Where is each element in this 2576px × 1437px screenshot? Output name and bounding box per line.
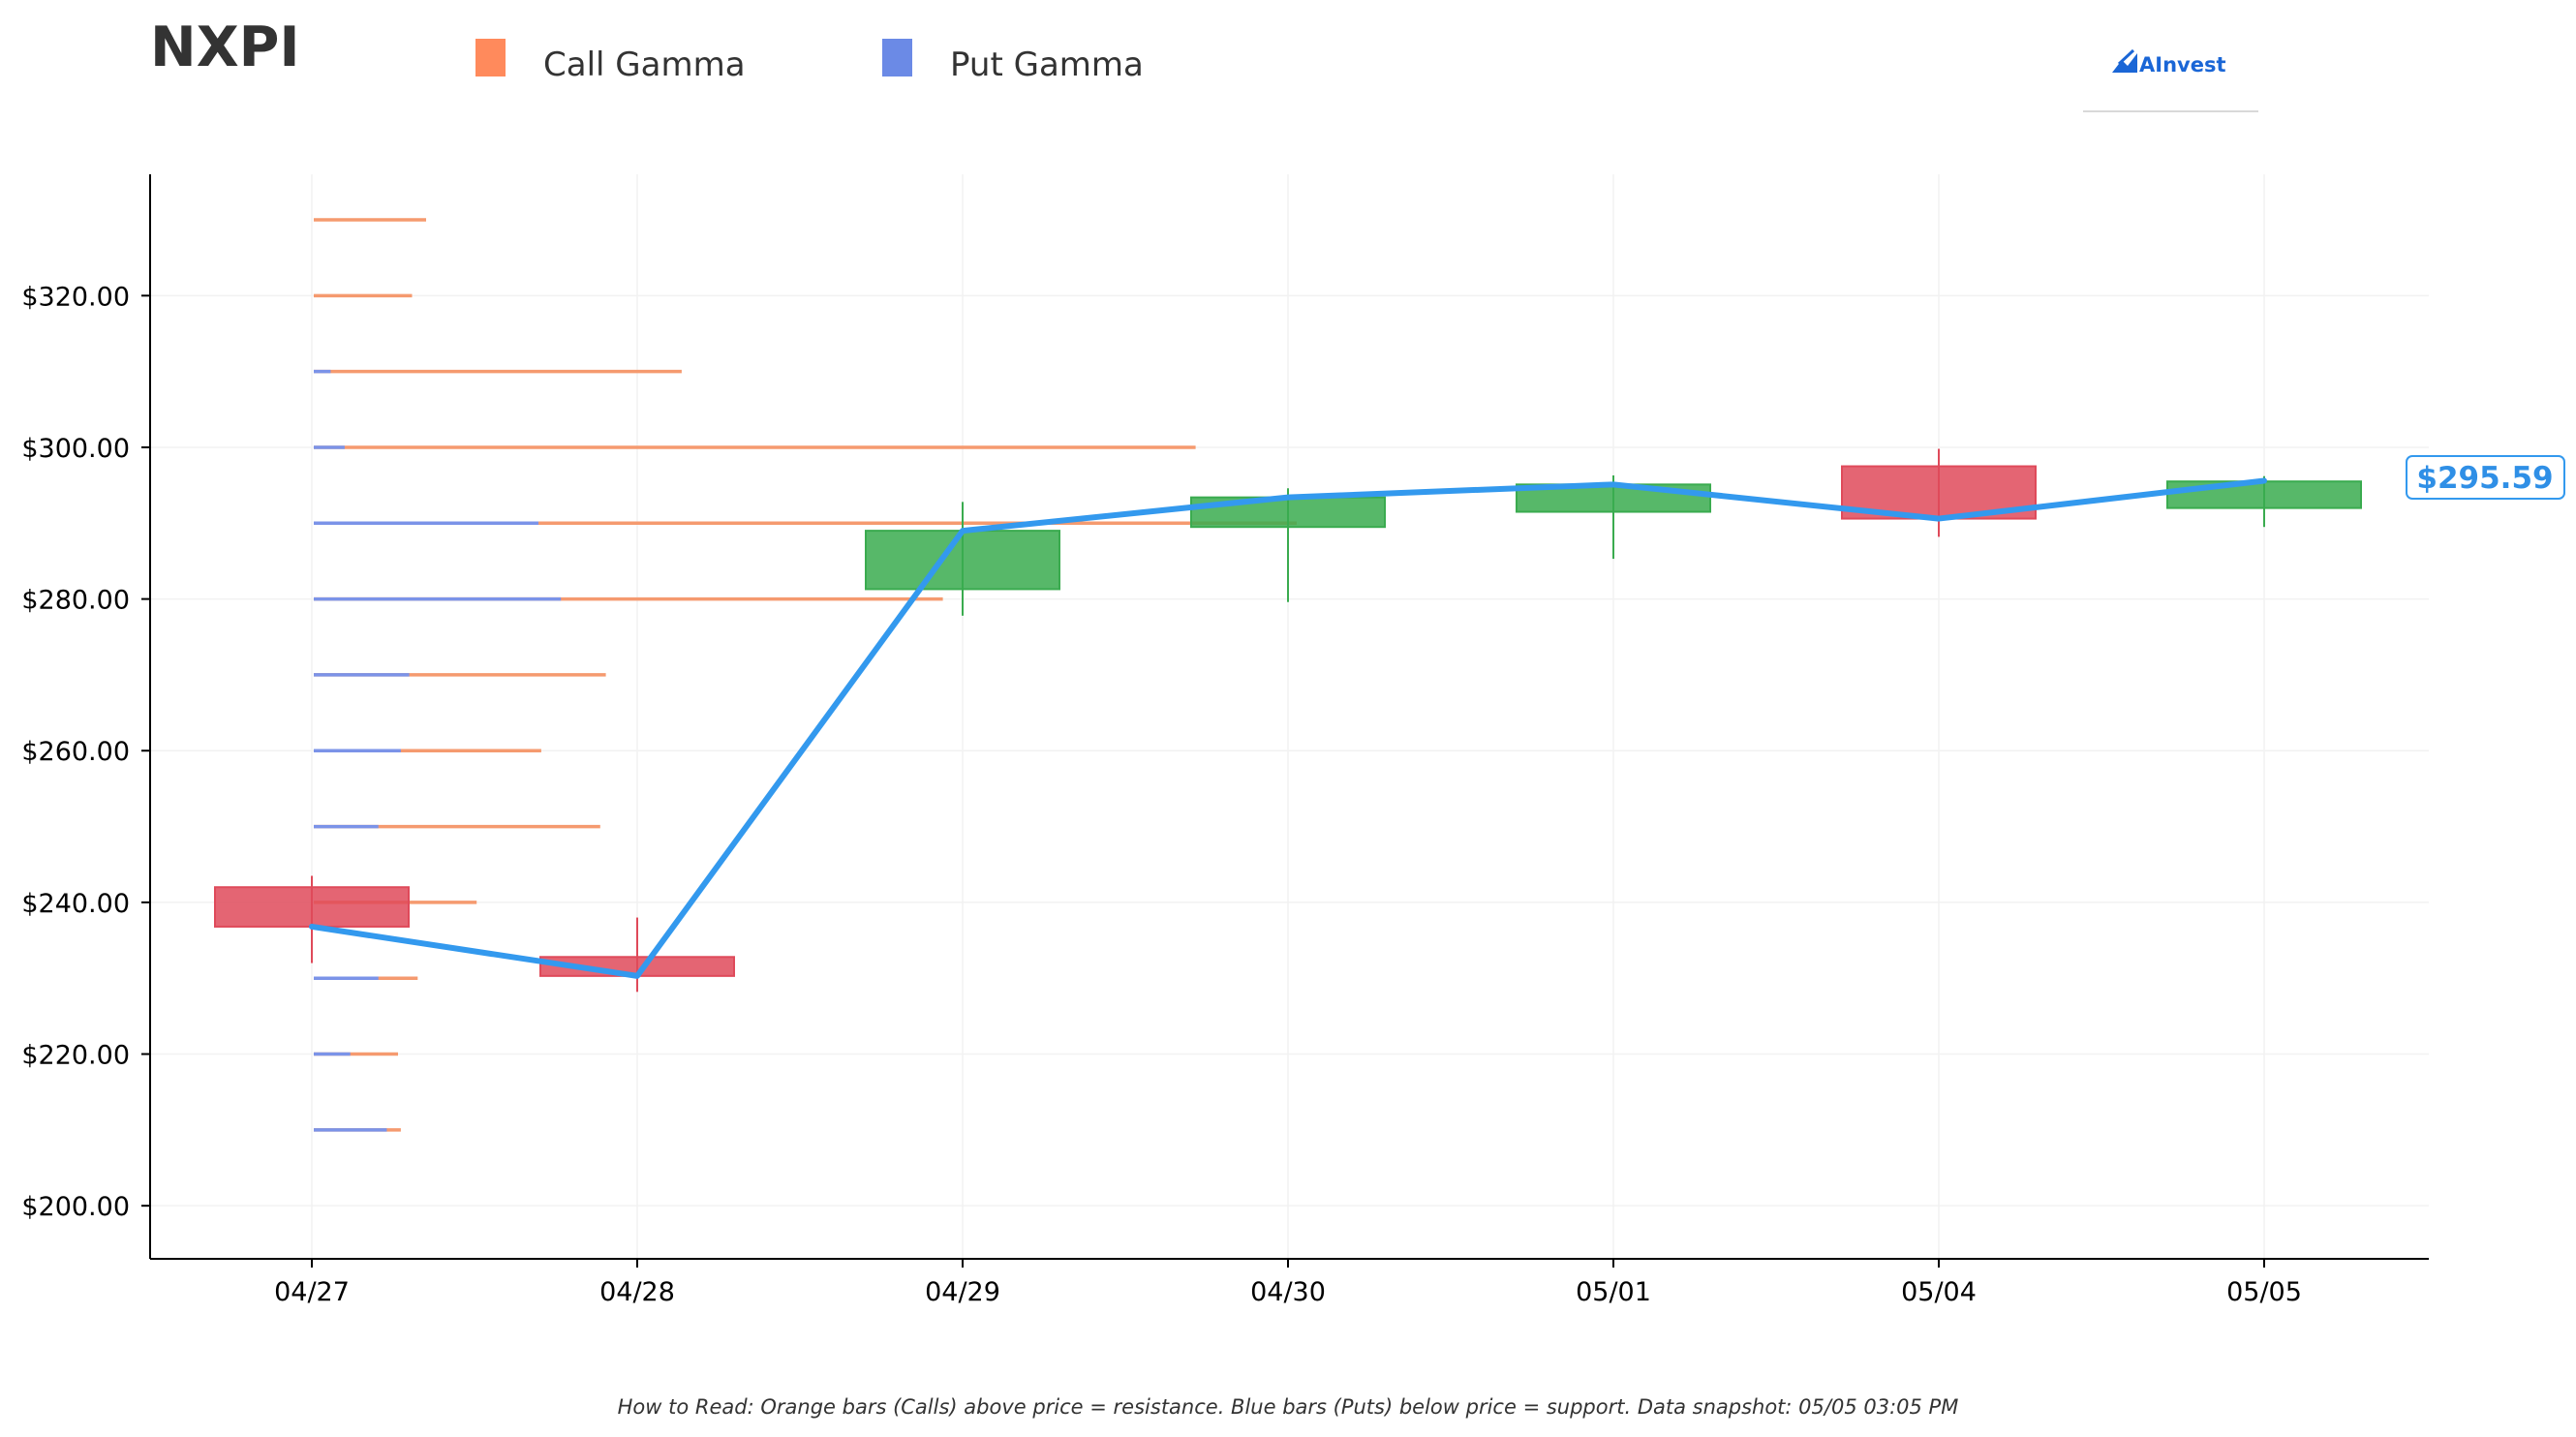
- x-tick-label: 04/27: [274, 1277, 350, 1307]
- grid-lines: [150, 174, 2429, 1259]
- x-tick-label: 04/29: [925, 1277, 1000, 1307]
- y-tick-label: $220.00: [21, 1041, 130, 1071]
- candle-body: [214, 886, 410, 928]
- current-price-badge: $295.59: [2406, 455, 2565, 500]
- chart-title: NXPI: [150, 15, 300, 79]
- logo-text: AInvest: [2139, 53, 2226, 76]
- y-tick-label: $280.00: [21, 586, 130, 616]
- gamma-bars: [314, 218, 1297, 1132]
- x-tick-label: 05/04: [1901, 1277, 1977, 1307]
- x-tick-label: 04/28: [599, 1277, 675, 1307]
- x-tick-label: 05/01: [1576, 1277, 1651, 1307]
- x-tick-label: 05/05: [2226, 1277, 2302, 1307]
- y-tick-label: $260.00: [21, 737, 130, 767]
- current-price-label: $295.59: [2416, 461, 2553, 496]
- ainvest-logo: AInvest: [2083, 48, 2258, 112]
- candle-body: [2166, 480, 2362, 509]
- legend-put-swatch: [882, 39, 912, 76]
- axes: $200.00 $220.00 $240.00 $260.00 $280.00 $300.…: [21, 174, 2429, 1307]
- y-tick-label: $200.00: [21, 1192, 130, 1222]
- price-line-layer: [309, 477, 2267, 979]
- footnote: How to Read: Orange bars (Calls) above p…: [618, 1395, 1959, 1419]
- price-line: [309, 477, 2267, 979]
- logo-chart-icon: [2112, 53, 2137, 73]
- candle-body: [865, 530, 1060, 591]
- legend-put-label: Put Gamma: [950, 46, 1144, 84]
- legend-call-swatch: [475, 39, 506, 76]
- y-tick-label: $320.00: [21, 282, 130, 312]
- y-tick-label: $300.00: [21, 434, 130, 464]
- current-price-box: [2406, 455, 2565, 500]
- y-tick-label: $240.00: [21, 889, 130, 919]
- logo-arrow-icon: [2117, 48, 2135, 66]
- legend-call-label: Call Gamma: [543, 46, 746, 84]
- x-tick-label: 04/30: [1250, 1277, 1326, 1307]
